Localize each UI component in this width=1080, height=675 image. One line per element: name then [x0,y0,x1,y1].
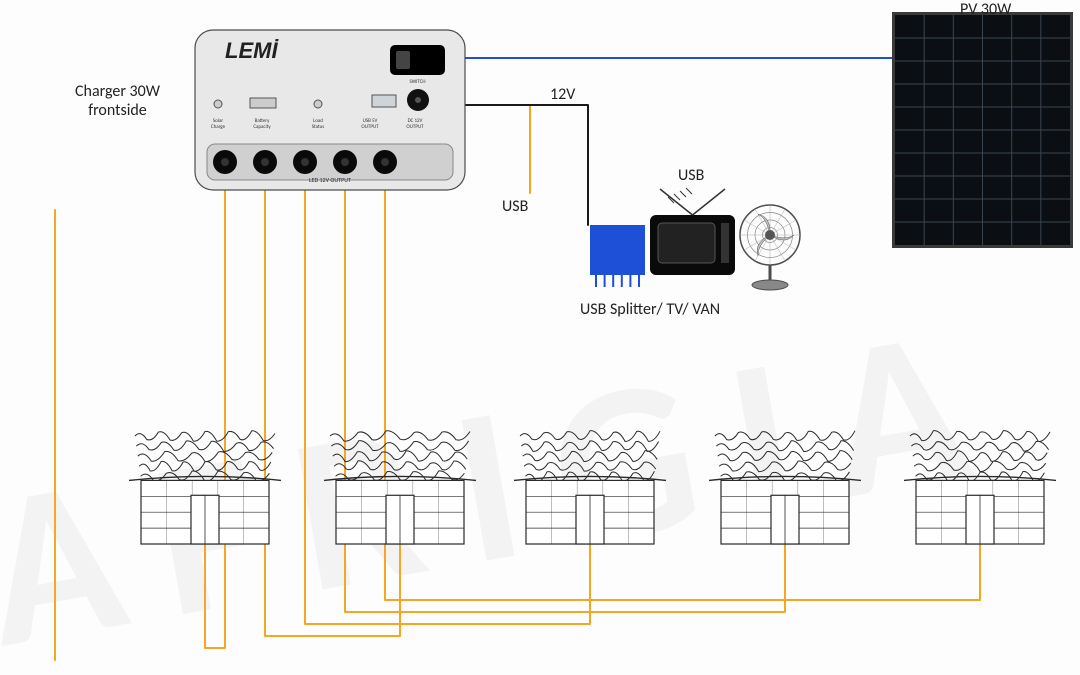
svg-text:OUTPUT: OUTPUT [361,124,379,130]
svg-text:LEMİ: LEMİ [225,38,279,63]
svg-text:Capacity: Capacity [253,124,271,130]
label-charger-title: Charger 30W frontside [75,82,160,120]
label-12v: 12V [550,85,575,104]
svg-text:LED 12V OUTPUT: LED 12V OUTPUT [309,176,351,184]
label-splitter: USB Splitter/ TV/ VAN [580,300,720,319]
svg-text:Status: Status [312,124,325,130]
svg-text:SWITCH: SWITCH [409,79,425,85]
svg-text:OUTPUT: OUTPUT [406,124,424,130]
label-usb-top: USB [678,166,704,185]
label-pv-title: PV 30W [960,0,1011,19]
diagram-svg: LEMİSWITCHSolarChargeBatteryCapacityLoad… [0,0,1080,675]
label-usb-out: USB [502,197,528,216]
svg-text:Charge: Charge [211,124,226,130]
